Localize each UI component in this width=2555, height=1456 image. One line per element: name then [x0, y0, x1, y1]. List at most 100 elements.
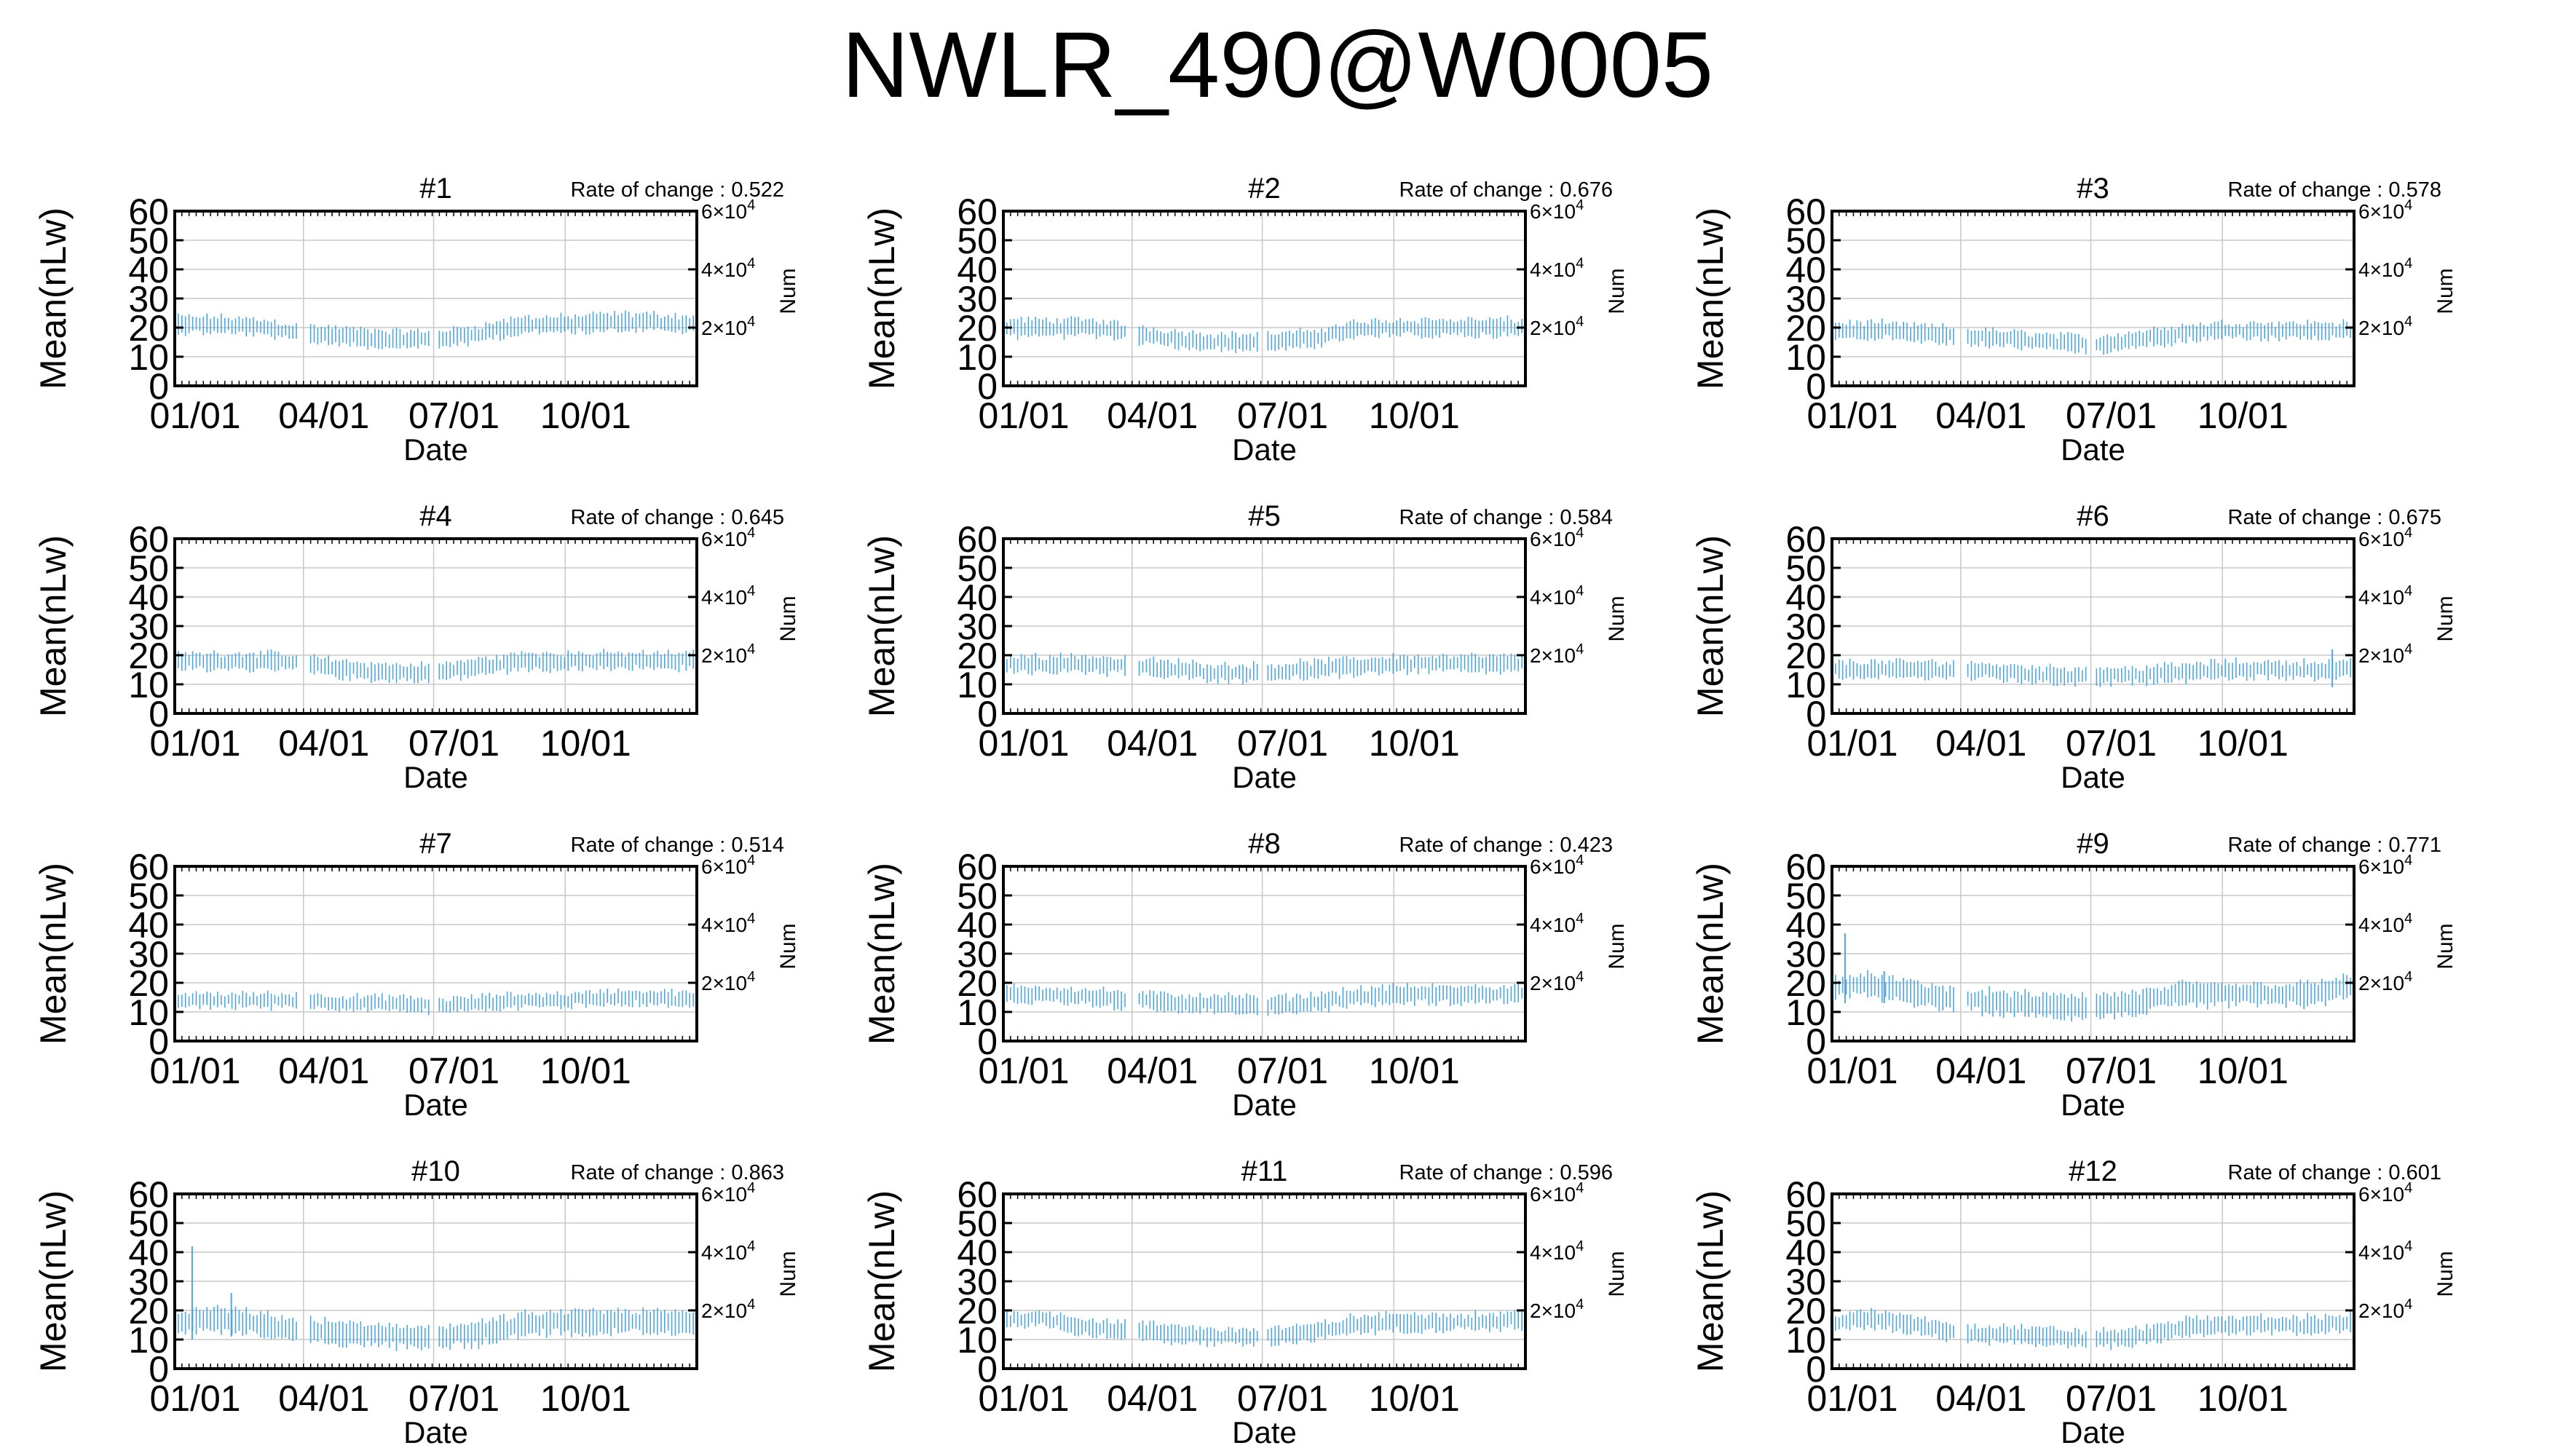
y-tick-label: 40	[1785, 1233, 1826, 1273]
y-tick-label: 30	[1785, 1262, 1826, 1302]
y-axis-label: Mean(nLw)	[33, 207, 74, 389]
x-axis-label: Date	[2061, 1088, 2125, 1122]
x-tick-label: 01/01	[978, 395, 1069, 436]
panel-title: #11	[1241, 1155, 1288, 1187]
x-tick-label: 10/01	[540, 1051, 631, 1091]
panel-title: #7	[419, 828, 452, 860]
y-tick-label: 10	[128, 1320, 169, 1361]
panel-title: #5	[1248, 500, 1281, 532]
x-tick-label: 07/01	[2066, 395, 2157, 436]
x-axis-label: Date	[2061, 1415, 2125, 1449]
x-tick-label: 04/01	[1107, 723, 1198, 764]
y-tick-label: 10	[957, 337, 998, 378]
y-tick-label: 50	[128, 1203, 169, 1244]
y-tick-label: 20	[1785, 1291, 1826, 1332]
y2-tick-label: 4×104	[2358, 911, 2412, 936]
y2-tick-label: 6×104	[1530, 1180, 1584, 1206]
x-tick-label: 10/01	[540, 723, 631, 764]
x-axis-label: Date	[1232, 760, 1297, 794]
y-tick-label: 30	[1785, 606, 1826, 647]
y2-tick-label: 2×104	[1530, 969, 1584, 994]
series-mean	[174, 649, 694, 684]
y-tick-label: 0	[977, 1349, 998, 1390]
x-axis-label: Date	[403, 760, 468, 794]
panel-title: #6	[2077, 500, 2109, 532]
y-tick-label: 0	[149, 694, 169, 735]
y-axis-label: Mean(nLw)	[861, 1190, 902, 1372]
rate-of-change: Rate of change : 0.423	[1399, 834, 1613, 857]
x-tick-label: 01/01	[1806, 723, 1898, 764]
y-tick-label: 0	[149, 366, 169, 407]
x-tick-label: 10/01	[1369, 1051, 1460, 1091]
y2-tick-label: 4×104	[1530, 583, 1584, 609]
y-tick-label: 10	[1785, 1320, 1826, 1361]
y-axis-label: Mean(nLw)	[33, 863, 74, 1045]
y2-axis-label: Num	[2433, 596, 2457, 641]
y2-axis-label: Num	[2433, 268, 2457, 314]
y-axis-label: Mean(nLw)	[1690, 1190, 1731, 1372]
series-mean	[1003, 315, 1523, 353]
y2-axis-label: Num	[1605, 268, 1629, 314]
y2-tick-label: 4×104	[701, 256, 755, 281]
x-tick-label: 07/01	[408, 1378, 499, 1419]
y-axis-label: Mean(nLw)	[33, 1190, 74, 1372]
x-tick-label: 07/01	[408, 395, 499, 436]
x-tick-label: 07/01	[1237, 1051, 1328, 1091]
y-tick-label: 40	[957, 577, 998, 618]
y-tick-label: 10	[128, 665, 169, 705]
y-tick-label: 30	[1785, 934, 1826, 975]
series-mean	[174, 310, 694, 350]
x-tick-label: 10/01	[540, 395, 631, 436]
y2-tick-label: 6×104	[1530, 525, 1584, 550]
y-tick-label: 40	[1785, 905, 1826, 946]
y-tick-label: 0	[149, 1349, 169, 1390]
rate-of-change: Rate of change : 0.578	[2228, 178, 2441, 202]
x-axis-label: Date	[1232, 432, 1297, 467]
y-tick-label: 50	[1785, 548, 1826, 589]
y-tick-label: 50	[957, 548, 998, 589]
y-tick-label: 40	[128, 577, 169, 618]
x-tick-label: 07/01	[2066, 1051, 2157, 1091]
rate-of-change: Rate of change : 0.863	[571, 1161, 784, 1184]
y2-axis-label: Num	[776, 268, 800, 314]
y-tick-label: 10	[957, 665, 998, 705]
y-tick-label: 40	[128, 250, 169, 290]
series-mean	[1003, 1308, 1523, 1348]
y2-tick-label: 6×104	[1530, 852, 1584, 878]
x-tick-label: 01/01	[978, 723, 1069, 764]
y-tick-label: 0	[1806, 694, 1826, 735]
main-title: NWLR_490@W0005	[841, 13, 1714, 117]
series-mean	[1003, 982, 1523, 1016]
y-tick-label: 40	[128, 1233, 169, 1273]
y-tick-label: 40	[128, 905, 169, 946]
y2-tick-label: 2×104	[701, 1297, 755, 1322]
y-tick-label: 40	[957, 250, 998, 290]
y-axis-label: Mean(nLw)	[1690, 863, 1731, 1045]
y-tick-label: 0	[1806, 1021, 1826, 1062]
y-axis-label: Mean(nLw)	[1690, 207, 1731, 389]
series-mean	[1831, 1307, 2351, 1350]
y-tick-label: 20	[957, 308, 998, 349]
x-tick-label: 04/01	[1935, 723, 2026, 764]
x-tick-label: 01/01	[1806, 395, 1898, 436]
y-tick-label: 40	[1785, 250, 1826, 290]
y-axis-label: Mean(nLw)	[861, 207, 902, 389]
y2-tick-label: 4×104	[701, 583, 755, 609]
y2-tick-label: 4×104	[1530, 1238, 1584, 1264]
y2-tick-label: 6×104	[2358, 525, 2412, 550]
x-tick-label: 07/01	[408, 723, 499, 764]
y-tick-label: 30	[957, 606, 998, 647]
rate-of-change: Rate of change : 0.596	[1399, 1161, 1613, 1184]
rate-of-change: Rate of change : 0.601	[2228, 1161, 2441, 1184]
y-tick-label: 60	[957, 847, 998, 887]
y2-axis-label: Num	[776, 1251, 800, 1297]
x-axis-label: Date	[2061, 432, 2125, 467]
x-tick-label: 04/01	[1935, 1051, 2026, 1091]
y-axis-label: Mean(nLw)	[861, 535, 902, 717]
y-tick-label: 10	[1785, 337, 1826, 378]
y-tick-label: 20	[957, 1291, 998, 1332]
rate-of-change: Rate of change : 0.522	[571, 178, 784, 202]
